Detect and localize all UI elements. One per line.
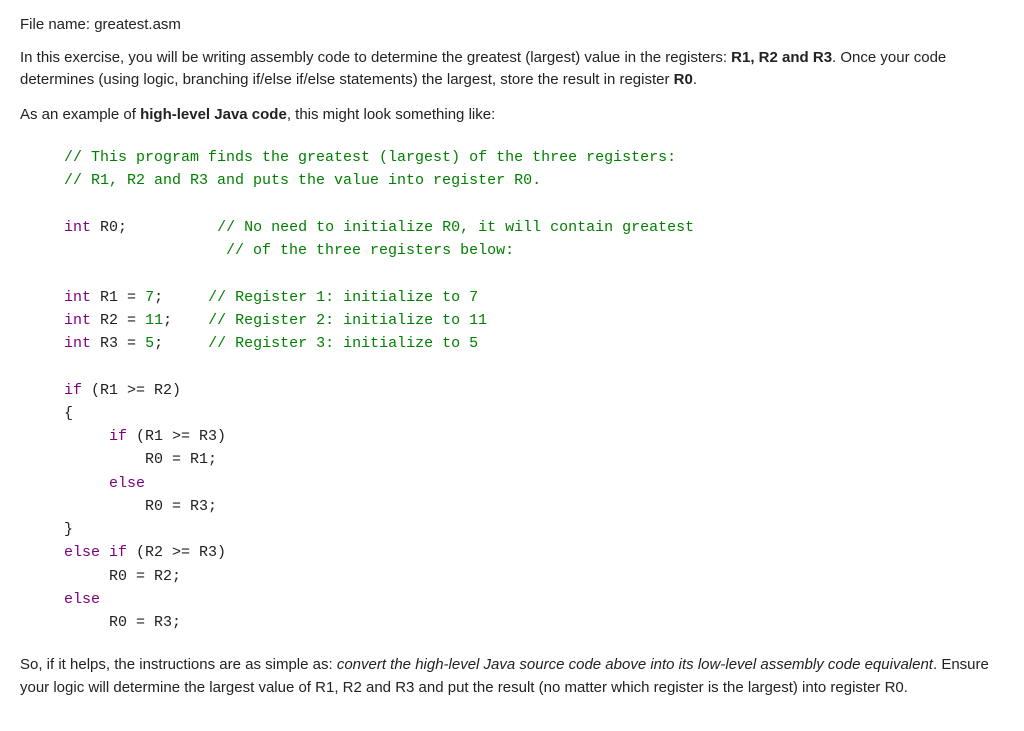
code-keyword: if xyxy=(109,428,127,445)
code-var: R2 xyxy=(100,312,118,329)
code-indent xyxy=(64,614,109,631)
code-num: 11 xyxy=(145,312,163,329)
code-pad xyxy=(163,335,208,352)
code-semi: ; xyxy=(154,289,163,306)
intro-p1-r0: R0 xyxy=(674,71,693,88)
code-brace: { xyxy=(64,405,73,422)
code-indent xyxy=(64,498,145,515)
code-assign: R0 = R3; xyxy=(109,614,181,631)
code-indent xyxy=(64,568,109,585)
code-type: int xyxy=(64,219,91,236)
code-cond: (R1 >= R2) xyxy=(82,382,181,399)
code-var: R3 xyxy=(100,335,118,352)
intro-paragraph-1: In this exercise, you will be writing as… xyxy=(20,47,1004,92)
code-num: 7 xyxy=(145,289,154,306)
outro-a: So, if it helps, the instructions are as… xyxy=(20,656,337,673)
code-comment: // Register 1: initialize to 7 xyxy=(208,289,478,306)
code-type: int xyxy=(64,335,91,352)
code-pad xyxy=(172,312,208,329)
code-comment: // of the three registers below: xyxy=(226,242,514,259)
code-var: R1 xyxy=(100,289,118,306)
code-block: // This program finds the greatest (larg… xyxy=(64,146,1004,634)
code-sp xyxy=(91,289,100,306)
code-indent xyxy=(64,451,145,468)
code-indent xyxy=(64,428,109,445)
filename-line: File name: greatest.asm xyxy=(20,14,1004,37)
code-assign: R0 = R2; xyxy=(109,568,181,585)
code-assign: R0 = R3; xyxy=(145,498,217,515)
intro-p2-a: As an example of xyxy=(20,106,140,123)
code-eq: = xyxy=(118,289,145,306)
code-keyword: else xyxy=(109,475,145,492)
code-comment: // Register 3: initialize to 5 xyxy=(208,335,478,352)
outro-paragraph: So, if it helps, the instructions are as… xyxy=(20,654,1004,699)
code-comment: // This program finds the greatest (larg… xyxy=(64,149,676,166)
code-pad xyxy=(163,289,208,306)
code-assign: R0 = R1; xyxy=(145,451,217,468)
code-pad xyxy=(64,242,226,259)
code-semi: ; xyxy=(163,312,172,329)
outro-b: convert the high-level Java source code … xyxy=(337,656,933,673)
code-sp xyxy=(91,219,100,236)
filename-label: File name: xyxy=(20,16,94,33)
code-type: int xyxy=(64,289,91,306)
code-keyword: else xyxy=(64,591,100,608)
code-semi: ; xyxy=(154,335,163,352)
code-indent xyxy=(64,475,109,492)
code-comment: // R1, R2 and R3 and puts the value into… xyxy=(64,172,541,189)
intro-p1-a: In this exercise, you will be writing as… xyxy=(20,49,731,66)
intro-p1-e: . xyxy=(693,71,697,88)
code-keyword: if xyxy=(64,382,82,399)
code-comment: // No need to initialize R0, it will con… xyxy=(217,219,694,236)
code-eq: = xyxy=(118,312,145,329)
code-sp xyxy=(91,312,100,329)
code-pad xyxy=(127,219,217,236)
code-keyword: else if xyxy=(64,544,127,561)
intro-p2-b: high-level Java code xyxy=(140,106,287,123)
code-semi: ; xyxy=(118,219,127,236)
code-sp xyxy=(91,335,100,352)
code-cond: (R2 >= R3) xyxy=(127,544,226,561)
intro-paragraph-2: As an example of high-level Java code, t… xyxy=(20,104,1004,127)
intro-p1-regs: R1, R2 and R3 xyxy=(731,49,832,66)
code-brace: } xyxy=(64,521,73,538)
code-num: 5 xyxy=(145,335,154,352)
code-eq: = xyxy=(118,335,145,352)
filename: greatest.asm xyxy=(94,16,181,33)
intro-p2-c: , this might look something like: xyxy=(287,106,495,123)
code-var: R0 xyxy=(100,219,118,236)
code-type: int xyxy=(64,312,91,329)
code-comment: // Register 2: initialize to 11 xyxy=(208,312,487,329)
code-cond: (R1 >= R3) xyxy=(127,428,226,445)
